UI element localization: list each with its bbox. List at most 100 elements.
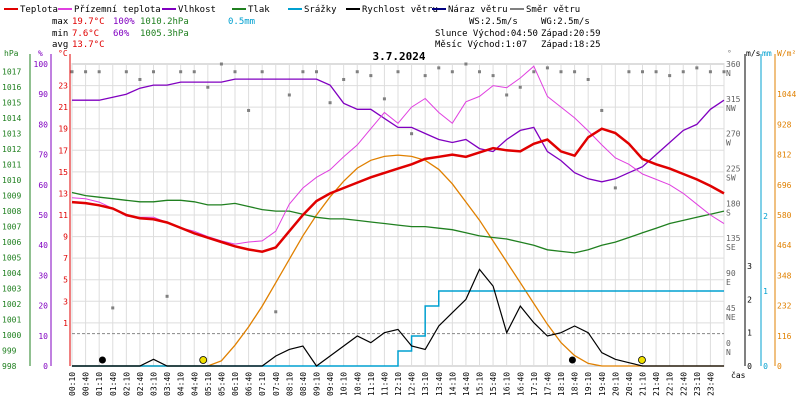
unit-degc: °C <box>58 49 68 58</box>
temp-tick-label: 17 <box>58 146 68 155</box>
temp-tick-label: 9 <box>63 233 68 242</box>
solar-tick-label: 348 <box>777 271 792 280</box>
humidity-line <box>72 78 725 183</box>
temp-tick-label: 3 <box>63 297 68 306</box>
direction-compass-label: NW <box>726 104 736 113</box>
unit-pct: % <box>38 49 43 58</box>
moon-set-info: Západ:18:25 <box>541 40 601 50</box>
wind-direction-point <box>219 62 223 66</box>
x-tick-label: 17:40 <box>543 372 552 396</box>
wind-direction-point <box>464 62 468 66</box>
wind-direction-point <box>247 108 251 112</box>
x-tick-label: 23:40 <box>706 372 715 396</box>
x-tick-label: 19:10 <box>584 372 593 396</box>
wind-direction-point <box>342 77 346 81</box>
x-tick-label: 13:10 <box>421 372 430 396</box>
direction-tick-label: 135 <box>726 234 741 243</box>
humidity-tick-label: 0 <box>43 362 48 371</box>
unit-wm2: W/m² <box>777 49 796 58</box>
wind-direction-point <box>410 132 414 136</box>
axes: 9989991000100110021003100410051006100710… <box>2 54 796 396</box>
wind-direction-point <box>274 310 278 314</box>
temp-tick-label: 15 <box>58 168 68 177</box>
x-tick-label: 12:10 <box>394 372 403 396</box>
x-tick-label: 01:10 <box>95 372 104 396</box>
wind-direction-point <box>97 70 101 74</box>
wind-direction-point <box>124 70 128 74</box>
unit-hpa: hPa <box>4 49 19 58</box>
grid <box>71 63 725 367</box>
x-tick-label: 02:40 <box>136 372 145 396</box>
pressure-tick-label: 1010 <box>2 176 21 185</box>
x-tick-label: 10:40 <box>353 372 362 396</box>
legend-label: Teplota <box>20 5 58 15</box>
date-title: 3.7.2024 <box>373 50 426 63</box>
solar-tick-label: 0 <box>777 362 782 371</box>
legend-label: Vlhkost <box>178 5 216 15</box>
wind-direction-point <box>84 70 88 74</box>
wind-direction-point <box>450 70 454 74</box>
wind-direction-point <box>382 97 386 101</box>
wind-direction-point <box>111 306 115 310</box>
x-tick-label: 08:40 <box>299 372 308 396</box>
wind-direction-point <box>668 74 672 78</box>
stats-avg-temp: 13.7°C <box>72 40 105 50</box>
sun-rise-info: Slunce Východ:04:50 <box>435 29 538 39</box>
x-tick-label: 22:10 <box>666 372 675 396</box>
wind-direction-point <box>573 70 577 74</box>
x-tick-label: 09:10 <box>313 372 322 396</box>
unit-ms: m/s <box>746 49 761 58</box>
pressure-tick-label: 1011 <box>2 161 21 170</box>
x-tick-label: 06:40 <box>245 372 254 396</box>
stats-max-press: 1010.2hPa <box>140 17 189 27</box>
direction-compass-label: E <box>726 278 731 287</box>
x-tick-label: 18:40 <box>571 372 580 396</box>
stats-min-temp: 7.6°C <box>72 29 99 39</box>
direction-tick-label: 0 <box>726 339 731 348</box>
wind-direction-point <box>301 70 305 74</box>
x-tick-label: 18:10 <box>557 372 566 396</box>
rain-tick-label: 2 <box>763 212 768 221</box>
wind-direction-point <box>654 70 658 74</box>
x-tick-label: 16:40 <box>516 372 525 396</box>
x-tick-label: 11:10 <box>367 372 376 396</box>
x-tick-label: 02:10 <box>122 372 131 396</box>
pressure-tick-label: 1016 <box>2 83 21 92</box>
stats-min-hum: 60% <box>113 29 130 39</box>
wind-direction-point <box>233 70 237 74</box>
humidity-tick-label: 90 <box>38 90 48 99</box>
x-tick-label: 20:10 <box>611 372 620 396</box>
wind-direction-point <box>179 70 183 74</box>
wind-tick-label: 2 <box>747 295 752 304</box>
wind-tick-label: 3 <box>747 262 752 271</box>
pressure-tick-label: 1002 <box>2 300 21 309</box>
temp-tick-label: 23 <box>58 82 68 91</box>
moonrise-marker <box>98 356 106 364</box>
legend-label: Rychlost větru <box>362 5 438 15</box>
humidity-tick-label: 60 <box>38 181 48 190</box>
wind-direction-point <box>152 70 155 74</box>
wind-direction-point <box>315 70 318 74</box>
pressure-tick-label: 1012 <box>2 145 21 154</box>
x-tick-label: 22:40 <box>679 372 688 396</box>
direction-compass-label: NE <box>726 313 736 322</box>
wind-direction-point <box>206 85 210 89</box>
x-tick-label: 01:40 <box>109 372 118 396</box>
wind-direction-point <box>369 74 373 78</box>
wind-speed-info: WS:2.5m/s <box>469 17 518 27</box>
direction-compass-label: N <box>726 348 731 357</box>
wind-direction-point <box>192 70 196 74</box>
wind-direction-point <box>613 186 617 190</box>
unit-mm: mm <box>762 49 772 58</box>
wind-speed-line <box>72 268 724 367</box>
stats-block: max 19.7°C 100% 1010.2hPa 0.5mm min 7.6°… <box>52 17 255 50</box>
wind-direction-point <box>600 108 604 112</box>
solar-tick-label: 696 <box>777 181 792 190</box>
wind-direction-point <box>287 93 291 97</box>
humidity-tick-label: 30 <box>38 271 48 280</box>
direction-tick-label: 225 <box>726 165 741 174</box>
legend: Teplota Přízemní teplota Vlhkost Tlak Srážky… <box>4 5 580 15</box>
wind-direction-point <box>165 294 169 298</box>
wind-direction-point <box>708 70 712 74</box>
